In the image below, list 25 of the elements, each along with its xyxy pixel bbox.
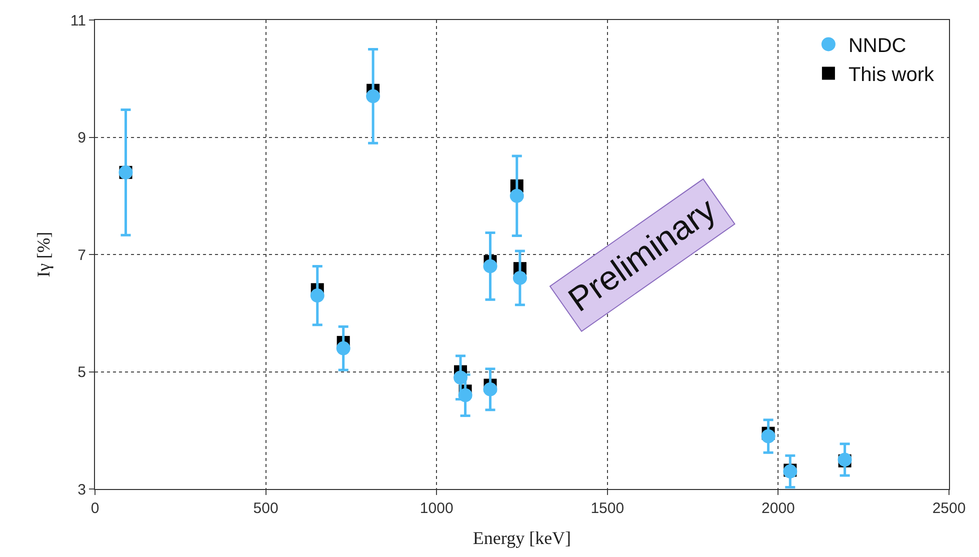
point: [336, 341, 350, 356]
x-tick-label: 1500: [590, 500, 624, 517]
point: [483, 382, 498, 396]
y-axis-title: Iγ [%]: [34, 232, 54, 278]
x-tick-label: 1000: [420, 500, 454, 517]
point: [458, 388, 472, 402]
x-tick-label: 2000: [762, 500, 795, 517]
legend-label: NNDC: [848, 34, 906, 57]
point: [310, 288, 324, 303]
point: [761, 429, 776, 444]
x-tick-label: 500: [253, 500, 278, 517]
y-tick-label: 9: [78, 130, 86, 146]
x-tick-label: 0: [90, 500, 100, 517]
point: [512, 270, 527, 285]
x-tick-label: 2500: [932, 500, 966, 517]
y-tick-label: 5: [78, 364, 86, 381]
legend-label: This work: [848, 64, 936, 86]
y-tick-label: 11: [70, 12, 86, 30]
x-axis-title: Energy [keV]: [472, 528, 572, 548]
point: [366, 89, 380, 104]
y-tick-label: 3: [78, 481, 86, 498]
point: [454, 370, 468, 385]
point: [483, 259, 498, 274]
y-tick-label: 7: [78, 246, 86, 264]
point: [510, 188, 524, 203]
